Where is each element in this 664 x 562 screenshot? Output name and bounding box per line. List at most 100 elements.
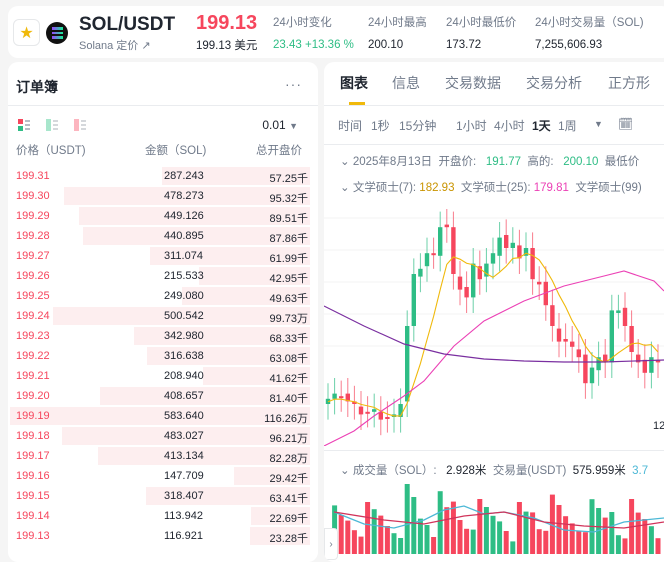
volume-bar <box>536 529 542 554</box>
ma99-label: 文学硕士(99) <box>575 182 642 194</box>
row-amount: 478.273 <box>164 190 204 202</box>
candle <box>444 224 449 228</box>
tick-size-select[interactable]: 0.01 ▼ <box>262 118 298 132</box>
stat-high: 24小时最高 200.10 <box>368 14 427 51</box>
orderbook-row[interactable]: 199.18 483.027 96.21万 <box>8 426 310 446</box>
calendar-icon[interactable]: 🗓 <box>618 117 634 131</box>
divider <box>8 105 318 106</box>
orderbook-row[interactable]: 199.25 249.080 49.63千 <box>8 286 310 306</box>
collapse-chevron-icon[interactable]: ⌄ <box>340 465 350 477</box>
orderbook-row[interactable]: 199.15 318.407 63.41千 <box>8 486 310 506</box>
candle <box>490 253 496 264</box>
last-price: 199.13 <box>196 12 258 34</box>
depth-bar <box>62 427 310 445</box>
view-both-icon[interactable] <box>18 119 30 131</box>
volume-usdt-value: 575.959米 <box>572 465 626 477</box>
orderbook-row[interactable]: 199.27 311.074 61.99千 <box>8 246 310 266</box>
expand-sidebar-button[interactable]: › <box>324 528 338 560</box>
tab-0[interactable]: 图表 <box>340 75 368 91</box>
depth-bar <box>250 527 310 545</box>
ma25-label: 文学硕士(25): <box>460 182 531 194</box>
row-total: 23.28千 <box>269 533 308 545</box>
volume-bar <box>457 520 463 554</box>
solana-logo <box>46 22 68 44</box>
row-price: 199.23 <box>16 330 50 342</box>
high-label: 高的: <box>527 156 554 168</box>
orderbook-row[interactable]: 199.24 500.542 99.73万 <box>8 306 310 326</box>
volume-bar <box>483 507 489 554</box>
tab-1[interactable]: 信息 <box>392 75 420 91</box>
more-intervals-chevron-icon[interactable]: ▼ <box>594 119 603 129</box>
volume-bar <box>648 526 654 554</box>
col-amount: 金额（SOL) <box>145 145 207 157</box>
price-link[interactable]: Solana 定价 ↗ <box>79 37 151 53</box>
volume-usdt-label: 交易量(USDT) <box>492 465 567 477</box>
volume-bar <box>464 528 470 554</box>
orderbook-row[interactable]: 199.22 316.638 63.08千 <box>8 346 310 366</box>
interval-2[interactable]: 15分钟 <box>399 119 437 133</box>
stat-value: 173.72 <box>446 39 482 51</box>
row-amount: 500.542 <box>164 310 204 322</box>
view-asks-icon[interactable] <box>74 119 86 131</box>
row-price: 199.31 <box>16 170 50 182</box>
volume-bar <box>477 499 483 554</box>
candle <box>385 417 390 419</box>
candlestick-chart[interactable] <box>324 196 664 446</box>
row-amount: 413.134 <box>164 450 204 462</box>
row-price: 199.22 <box>16 350 50 362</box>
interval-1[interactable]: 1秒 <box>371 119 390 133</box>
orderbook-row[interactable]: 199.29 449.126 89.51千 <box>8 206 310 226</box>
orderbook-row[interactable]: 199.26 215.533 42.95千 <box>8 266 310 286</box>
volume-bar <box>490 515 496 554</box>
row-price: 199.14 <box>16 510 50 522</box>
orderbook-row[interactable]: 199.31 287.243 57.25千 <box>8 166 310 186</box>
orderbook-row[interactable]: 199.13 116.921 23.28千 <box>8 526 310 546</box>
volume-bar <box>582 532 588 554</box>
volume-bar <box>437 491 443 554</box>
candle <box>464 287 469 298</box>
tab-4[interactable]: 正方形 <box>608 75 650 91</box>
order-book: 订单簿 ··· 0.01 ▼ 价格（USDT) 金额（SOL) 总开盘价 199… <box>8 62 318 562</box>
pair-name: SOL/USDT <box>79 14 176 35</box>
tab-2[interactable]: 交易数据 <box>445 75 501 91</box>
ma7-label: 文学硕士(7): <box>352 182 417 194</box>
tab-3[interactable]: 交易分析 <box>526 75 582 91</box>
interval-3[interactable]: 1小时 <box>456 119 487 133</box>
more-icon[interactable]: ··· <box>285 76 302 92</box>
candle <box>358 406 364 415</box>
row-price: 199.13 <box>16 530 50 542</box>
orderbook-row[interactable]: 199.17 413.134 82.28万 <box>8 446 310 466</box>
orderbook-row[interactable]: 199.21 208.940 41.62千 <box>8 366 310 386</box>
candle <box>365 411 370 414</box>
divider <box>324 105 664 106</box>
row-price: 199.27 <box>16 250 50 262</box>
ma7-value: 182.93 <box>419 182 455 194</box>
orderbook-row[interactable]: 199.30 478.273 95.32千 <box>8 186 310 206</box>
view-bids-icon[interactable] <box>46 119 58 131</box>
orderbook-row[interactable]: 199.14 113.942 22.69千 <box>8 506 310 526</box>
volume-bar <box>569 523 575 554</box>
collapse-chevron-icon[interactable]: ⌄ <box>340 156 350 168</box>
row-total: 57.25千 <box>269 173 308 185</box>
orderbook-row[interactable]: 199.28 440.895 87.86千 <box>8 226 310 246</box>
candle <box>438 227 443 256</box>
favorite-star-icon[interactable]: ★ <box>13 19 40 46</box>
candle <box>332 393 337 399</box>
candle <box>616 310 621 313</box>
interval-4[interactable]: 4小时 <box>494 119 525 133</box>
collapse-chevron-icon[interactable]: ⌄ <box>340 182 350 194</box>
orderbook-row[interactable]: 199.19 583.640 116.26万 <box>8 406 310 426</box>
volume-bar <box>635 512 641 554</box>
volume-bar <box>417 518 423 554</box>
orderbook-row[interactable]: 199.16 147.709 29.42千 <box>8 466 310 486</box>
orderbook-row[interactable]: 199.20 408.657 81.40千 <box>8 386 310 406</box>
row-amount: 449.126 <box>164 210 204 222</box>
depth-bar <box>150 247 310 265</box>
candle <box>583 354 588 384</box>
candle <box>451 227 456 274</box>
interval-5[interactable]: 1天 <box>532 119 551 133</box>
orderbook-row[interactable]: 199.23 342.980 68.33千 <box>8 326 310 346</box>
volume-chart[interactable] <box>324 482 664 554</box>
interval-6[interactable]: 1周 <box>558 119 577 133</box>
candle <box>629 326 634 352</box>
